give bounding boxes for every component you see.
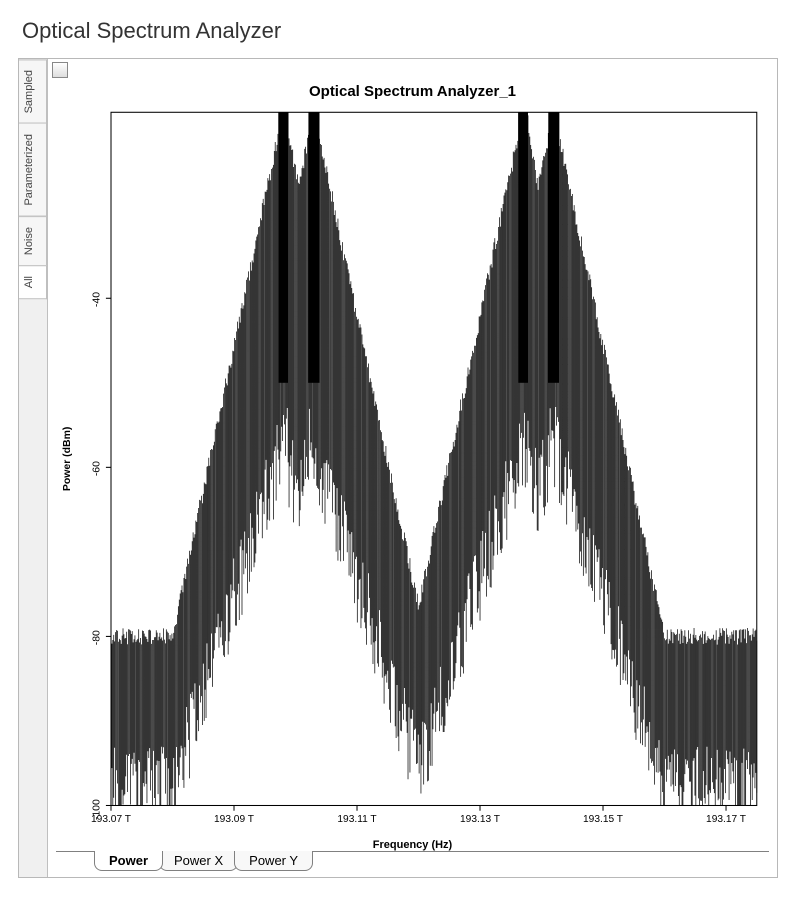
chart-toolbar	[48, 59, 777, 81]
bottom-tab-strip: Power Power X Power Y	[48, 851, 777, 877]
toolbar-icon[interactable]	[52, 62, 68, 78]
side-tab-all[interactable]: All	[19, 265, 47, 299]
svg-text:-60: -60	[92, 461, 103, 476]
side-tab-parameterized[interactable]: Parameterized	[19, 123, 47, 217]
x-axis-label: Frequency (Hz)	[48, 839, 777, 851]
bottom-tab-power-x[interactable]: Power X	[159, 851, 238, 871]
svg-text:Power (dBm): Power (dBm)	[62, 427, 73, 491]
svg-text:193.17 T: 193.17 T	[706, 814, 747, 825]
svg-text:193.11 T: 193.11 T	[337, 814, 377, 825]
svg-text:193.15 T: 193.15 T	[583, 814, 624, 825]
analyzer-window: Sampled Parameterized Noise All Optical …	[18, 58, 778, 878]
svg-text:193.09 T: 193.09 T	[214, 814, 255, 825]
side-tab-strip: Sampled Parameterized Noise All	[19, 59, 47, 877]
side-tab-sampled[interactable]: Sampled	[19, 59, 47, 124]
bottom-tab-power[interactable]: Power	[94, 851, 163, 871]
svg-text:193.07 T: 193.07 T	[91, 814, 132, 825]
svg-text:-40: -40	[92, 292, 103, 307]
page-title: Optical Spectrum Analyzer	[22, 18, 780, 44]
svg-text:193.13 T: 193.13 T	[460, 814, 501, 825]
spectrum-chart: -100-80-60-40Power (dBm)193.07 T193.09 T…	[56, 106, 769, 839]
side-tab-noise[interactable]: Noise	[19, 216, 47, 266]
svg-text:-80: -80	[92, 630, 103, 645]
chart-title: Optical Spectrum Analyzer_1	[48, 81, 777, 106]
chart-area: -100-80-60-40Power (dBm)193.07 T193.09 T…	[56, 106, 769, 839]
plot-region: Optical Spectrum Analyzer_1 -100-80-60-4…	[47, 59, 777, 877]
bottom-tab-power-y[interactable]: Power Y	[234, 851, 313, 871]
